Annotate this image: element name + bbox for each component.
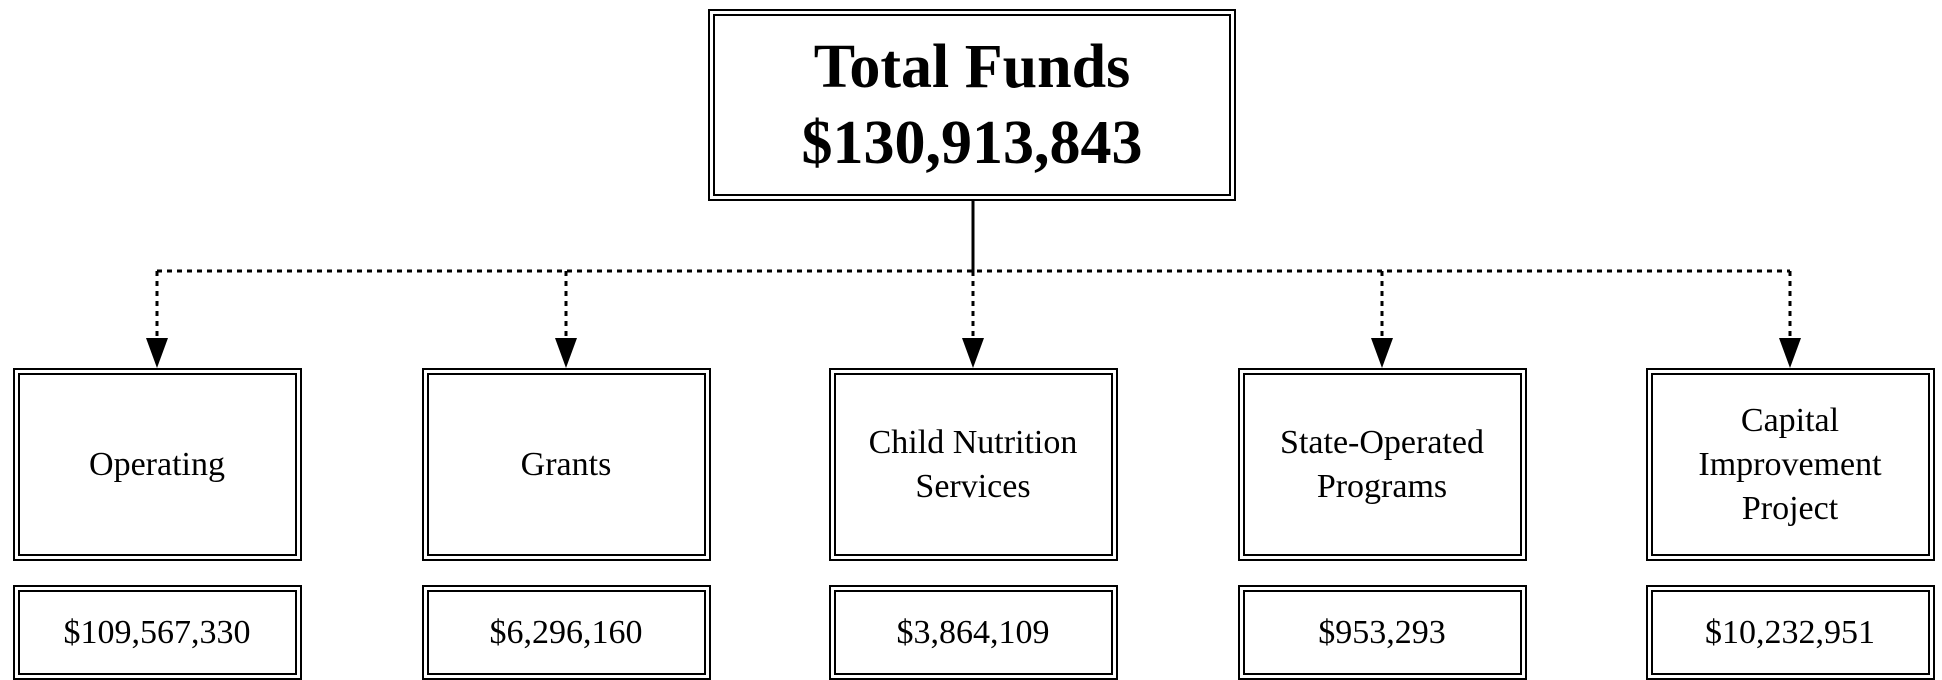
amount-box: $953,293 — [1237, 585, 1527, 680]
category-label: Services — [915, 467, 1031, 505]
category-label: Grants — [520, 445, 612, 483]
arrow-head — [962, 338, 984, 368]
amount-text: $10,232,951 — [1705, 613, 1875, 651]
root-title: Total Funds — [813, 33, 1131, 101]
arrow-head — [1371, 338, 1393, 368]
category-label: Improvement — [1698, 445, 1882, 483]
category-label: Project — [1741, 489, 1839, 527]
arrow-head — [146, 338, 168, 368]
category-box: Operating — [12, 368, 302, 561]
amount-text: $109,567,330 — [63, 613, 251, 651]
amount-text: $6,296,160 — [489, 613, 643, 651]
category-label: State-Operated — [1280, 423, 1484, 461]
root-box: Total Funds $130,913,843 — [708, 9, 1236, 201]
root-amount: $130,913,843 — [801, 109, 1143, 177]
category-label: Capital — [1740, 401, 1840, 439]
arrow-head — [555, 338, 577, 368]
category-label: Programs — [1316, 467, 1448, 505]
category-label: Operating — [89, 445, 225, 483]
amount-box: $3,864,109 — [828, 585, 1118, 680]
amount-text: $953,293 — [1318, 613, 1446, 651]
amount-text: $3,864,109 — [896, 613, 1050, 651]
category-label: Child Nutrition — [868, 423, 1078, 461]
arrow-head — [1779, 338, 1801, 368]
category-box: Capital Improvement Project — [1645, 368, 1935, 561]
category-box: State-Operated Programs — [1237, 368, 1527, 561]
amount-box: $109,567,330 — [12, 585, 302, 680]
amount-box: $6,296,160 — [421, 585, 711, 680]
amount-box: $10,232,951 — [1645, 585, 1935, 680]
category-box: Child Nutrition Services — [828, 368, 1118, 561]
category-box: Grants — [421, 368, 711, 561]
